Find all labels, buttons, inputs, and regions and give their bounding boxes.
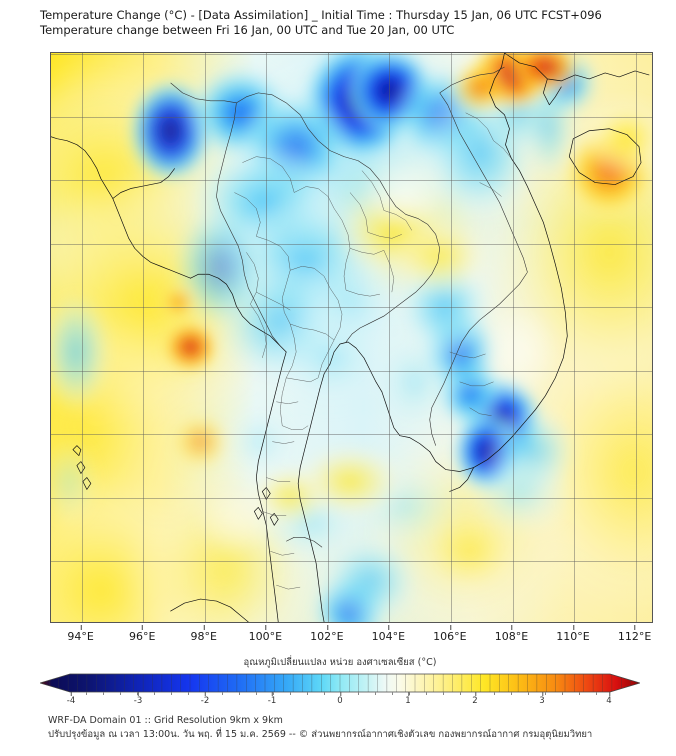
footer: WRF-DA Domain 01 :: Grid Resolution 9km … bbox=[48, 714, 668, 742]
x-tick-label: 102°E bbox=[310, 625, 344, 643]
colorbar-tick-label: 4 bbox=[606, 692, 612, 706]
x-tick-label: 98°E bbox=[190, 625, 217, 643]
x-tick-label: 96°E bbox=[129, 625, 155, 643]
x-tick-label: 104°E bbox=[372, 625, 405, 643]
colorbar-tick-label: 3 bbox=[539, 692, 545, 706]
colorbar-axis: -4 -3 -2 -1 0 1 2 3 4 bbox=[40, 692, 640, 707]
page-title: Temperature Change (°C) - [Data Assimila… bbox=[40, 8, 602, 22]
colorbar: อุณหภูมิเปลี่ยนแปลง หน่วย องศาเซลเซียส (… bbox=[40, 655, 640, 707]
temperature-anomaly-field bbox=[51, 53, 652, 622]
x-tick-label: 110°E bbox=[556, 625, 590, 643]
colorbar-title: อุณหภูมิเปลี่ยนแปลง หน่วย องศาเซลเซียส (… bbox=[243, 657, 437, 668]
colorbar-tick-label: -4 bbox=[67, 692, 75, 706]
colorbar-tick-label: 2 bbox=[472, 692, 478, 706]
x-tick-label: 94°E bbox=[67, 625, 94, 643]
colorbar-tick-label: -1 bbox=[268, 692, 276, 706]
colorbar-tick-label: 0 bbox=[337, 692, 343, 706]
colorbar-gradient bbox=[40, 673, 640, 693]
x-tick-label: 106°E bbox=[433, 625, 467, 643]
colorbar-tick-label: -3 bbox=[134, 692, 142, 706]
colorbar-tick-label: -2 bbox=[201, 692, 209, 706]
footer-domain-info: WRF-DA Domain 01 :: Grid Resolution 9km … bbox=[48, 715, 283, 726]
x-tick-label: 108°E bbox=[495, 625, 528, 643]
page-subtitle: Temperature change between Fri 16 Jan, 0… bbox=[40, 23, 455, 37]
map-plot-area[interactable] bbox=[50, 52, 653, 623]
x-tick-label: 112°E bbox=[618, 625, 651, 643]
x-tick-label: 100°E bbox=[249, 625, 282, 643]
map-figure: 22°N 20°N 18°N 16°N 14°N 12°N 10°N 8°N 6… bbox=[50, 52, 653, 643]
colorbar-tick-label: 1 bbox=[405, 692, 411, 706]
chart-title-block: Temperature Change (°C) - [Data Assimila… bbox=[40, 8, 660, 38]
footer-credit: ปรับปรุงข้อมูล ณ เวลา 13:00น. วัน พฤ. ที… bbox=[48, 729, 593, 740]
